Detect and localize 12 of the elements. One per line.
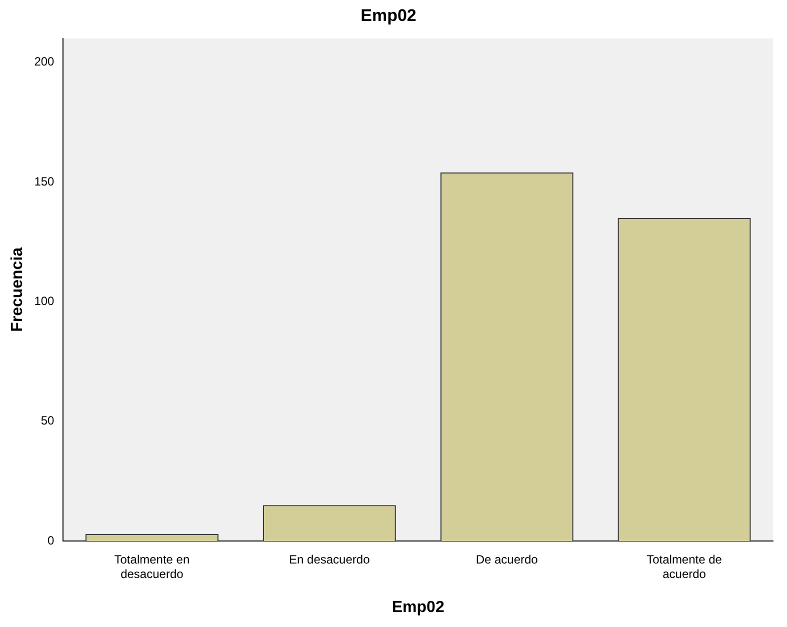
y-tick-label: 200: [34, 54, 55, 69]
chart-title: Emp02: [360, 6, 416, 25]
y-tick-label: 0: [48, 533, 55, 548]
x-tick-label: Totalmente de acuerdo: [646, 552, 722, 581]
x-tick-label: En desacuerdo: [289, 552, 370, 567]
y-tick-label: 100: [34, 294, 55, 308]
x-axis-title: Emp02: [392, 598, 444, 616]
y-tick-label: 150: [34, 174, 55, 188]
x-tick-label: Totalmente en desacuerdo: [114, 552, 190, 581]
y-axis-title: Frecuencia: [9, 247, 26, 332]
y-tick-label: 50: [40, 414, 55, 428]
x-tick-label: De acuerdo: [476, 552, 538, 567]
